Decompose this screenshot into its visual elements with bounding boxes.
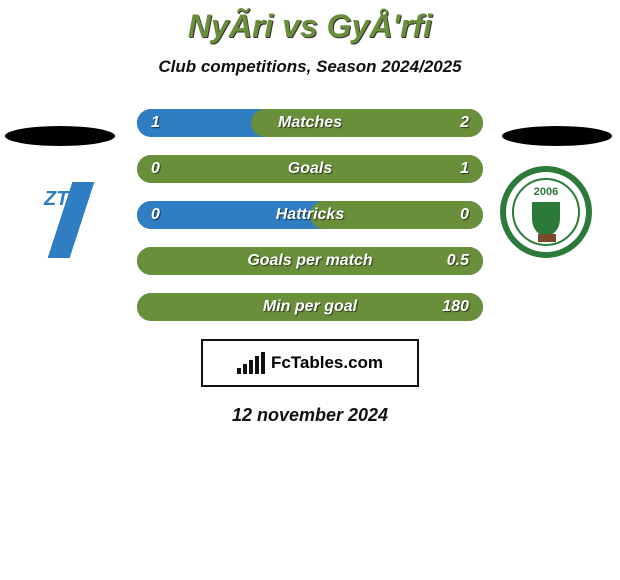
stat-label: Matches [137, 109, 483, 137]
crest-letters: ZTE [44, 188, 82, 211]
stat-label: Hattricks [137, 201, 483, 229]
right-team-crest: 2006 [500, 166, 600, 266]
brand-text: FcTables.com [271, 353, 383, 373]
stat-row: 180Min per goal [137, 293, 483, 321]
date-text: 12 november 2024 [0, 405, 620, 426]
subtitle: Club competitions, Season 2024/2025 [0, 57, 620, 77]
stat-label: Goals [137, 155, 483, 183]
brand-bars-icon [237, 352, 265, 374]
page-title: NyÃri vs GyÅ'rfi [0, 0, 620, 45]
stat-row: 00Hattricks [137, 201, 483, 229]
stat-label: Goals per match [137, 247, 483, 275]
brand-box: FcTables.com [201, 339, 419, 387]
stat-row: 12Matches [137, 109, 483, 137]
crest-year: 2006 [506, 186, 586, 198]
crest-base [538, 234, 556, 242]
stat-label: Min per goal [137, 293, 483, 321]
stat-row: 01Goals [137, 155, 483, 183]
crest-shield [532, 202, 560, 236]
left-team-crest: ZTE [20, 170, 120, 270]
stat-row: 0.5Goals per match [137, 247, 483, 275]
